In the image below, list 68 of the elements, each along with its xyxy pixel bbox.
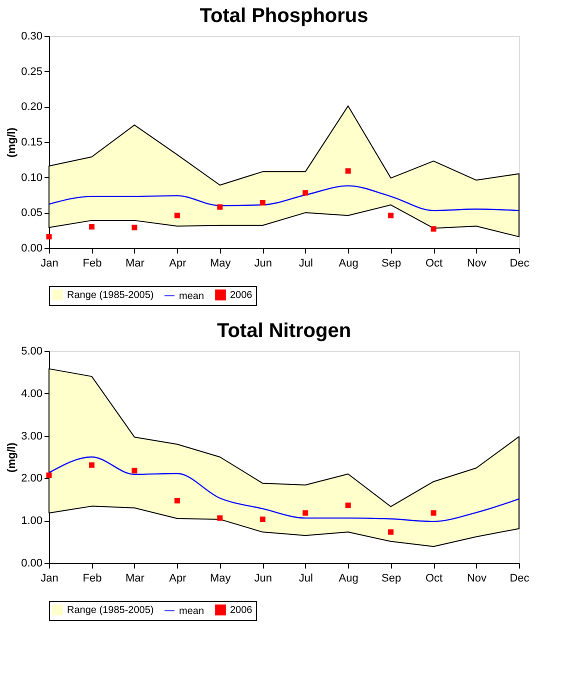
point xyxy=(46,234,52,240)
y-tick-label: 0.00 xyxy=(21,242,42,254)
line-series xyxy=(48,185,520,212)
point xyxy=(345,168,351,174)
x-tick-label: Oct xyxy=(425,258,443,270)
y-axis-title: (mg/l) xyxy=(6,442,18,472)
y-tick-label: 5.00 xyxy=(21,346,42,358)
point xyxy=(302,190,308,196)
legend-label: 2006 xyxy=(230,290,253,301)
x-tick-label: Jan xyxy=(40,572,58,584)
point xyxy=(132,468,138,474)
x-tick-label: Mar xyxy=(125,572,145,584)
legend-label: Range (1985-2005) xyxy=(67,604,154,616)
legend-label: 2006 xyxy=(230,604,253,616)
x-tick-label: Apr xyxy=(169,258,187,270)
y-tick-label: 0.10 xyxy=(21,172,42,184)
x-tick-label: May xyxy=(210,258,232,270)
legend-label: Range (1985-2005) xyxy=(67,290,154,301)
x-tick-label: Jun xyxy=(254,572,272,584)
point xyxy=(174,212,180,218)
chart-title: Total Phosphorus xyxy=(200,5,368,27)
x-tick-label: Mar xyxy=(125,258,145,270)
point xyxy=(217,515,223,521)
y-tick-label: 0.15 xyxy=(21,136,42,148)
y-tick-label: 0.05 xyxy=(21,207,42,220)
x-tick-label: Jul xyxy=(298,258,313,270)
y-tick-label: 4.00 xyxy=(21,388,42,400)
chart-title: Total Nitrogen xyxy=(216,320,352,342)
x-tick-label: Jul xyxy=(298,572,313,584)
x-tick-label: Jan xyxy=(40,258,58,270)
x-tick-label: Dec xyxy=(510,258,530,270)
point xyxy=(46,472,52,478)
x-tick-label: Feb xyxy=(82,258,102,270)
x-tick-label: Feb xyxy=(82,572,102,584)
y-tick-label: 0.25 xyxy=(21,66,42,78)
point xyxy=(388,529,394,535)
y-axis-title: (mg/l) xyxy=(6,127,18,158)
x-tick-label: May xyxy=(210,572,232,584)
y-tick-label: 2.00 xyxy=(21,472,42,485)
point xyxy=(88,462,94,468)
y-tick-label: 0.00 xyxy=(21,558,42,570)
point xyxy=(88,224,94,230)
x-tick-label: Apr xyxy=(169,572,187,584)
y-tick-label: 0.30 xyxy=(21,30,42,42)
x-tick-label: Jun xyxy=(254,258,272,270)
x-tick-label: Oct xyxy=(425,572,443,584)
x-tick-label: Nov xyxy=(466,258,488,270)
x-tick-label: Dec xyxy=(510,572,530,584)
y-tick-label: 0.20 xyxy=(21,101,42,114)
x-tick-label: Sep xyxy=(382,258,402,270)
x-tick-label: Aug xyxy=(338,258,358,270)
x-tick-label: Aug xyxy=(338,572,358,584)
point xyxy=(388,212,394,218)
x-tick-label: Nov xyxy=(466,572,488,584)
point xyxy=(260,516,266,522)
point xyxy=(302,510,308,516)
point xyxy=(430,226,436,232)
point xyxy=(345,502,351,508)
y-tick-label: 3.00 xyxy=(21,430,42,442)
y-tick-label: 1.00 xyxy=(21,515,42,528)
point xyxy=(132,224,138,230)
point xyxy=(260,200,266,206)
legend-label: mean xyxy=(179,606,204,617)
point xyxy=(217,204,223,210)
point xyxy=(430,510,436,516)
point xyxy=(174,498,180,504)
x-tick-label: Sep xyxy=(382,572,402,584)
legend-label: mean xyxy=(179,290,204,302)
